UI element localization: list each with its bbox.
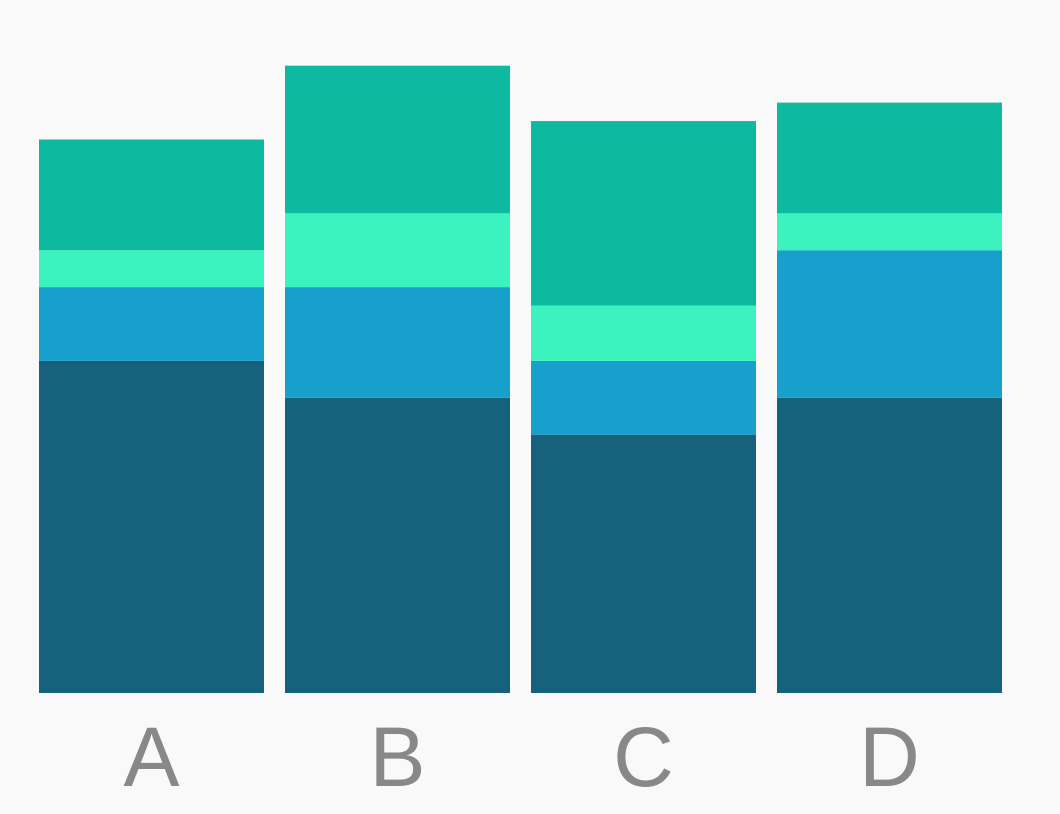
category-label-c: C bbox=[613, 710, 674, 804]
bars-group bbox=[39, 65, 1002, 693]
bar-d-segment-4 bbox=[777, 102, 1002, 214]
bar-a-segment-2 bbox=[39, 287, 264, 361]
bar-d-segment-3 bbox=[777, 213, 1002, 251]
category-label-a: A bbox=[123, 710, 179, 804]
bar-d-segment-1 bbox=[777, 397, 1002, 693]
bar-d-segment-2 bbox=[777, 250, 1002, 398]
bar-b-segment-3 bbox=[285, 213, 510, 288]
bar-c-segment-1 bbox=[531, 434, 756, 693]
bar-c-segment-4 bbox=[531, 121, 756, 306]
bar-c-segment-2 bbox=[531, 360, 756, 435]
category-labels: A B C D bbox=[123, 710, 919, 804]
bar-b-segment-4 bbox=[285, 65, 510, 214]
bar-b-segment-1 bbox=[285, 397, 510, 693]
bar-c-segment-3 bbox=[531, 305, 756, 361]
bar-b-segment-2 bbox=[285, 287, 510, 398]
bar-a-segment-1 bbox=[39, 360, 264, 693]
bar-a-segment-3 bbox=[39, 250, 264, 288]
category-label-b: B bbox=[369, 710, 425, 804]
bar-a-segment-4 bbox=[39, 139, 264, 251]
category-label-d: D bbox=[859, 710, 920, 804]
